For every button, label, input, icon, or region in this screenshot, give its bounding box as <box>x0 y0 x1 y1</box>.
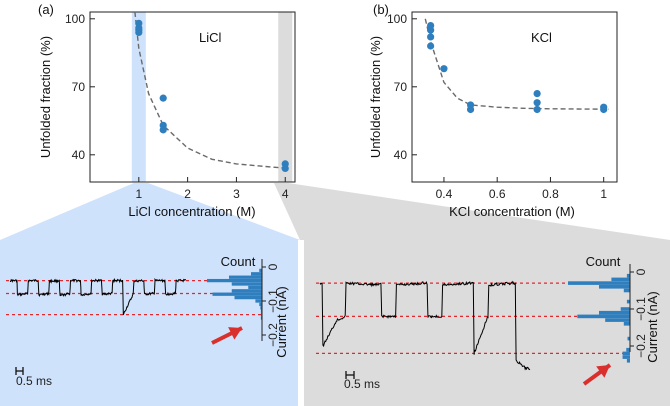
licl-hist-bar <box>260 306 262 310</box>
kcl-y-tick-label: 70 <box>394 80 408 94</box>
salt-label-kcl: KCl <box>531 30 552 45</box>
licl-hist-bar <box>248 285 262 290</box>
licl-x-tick-label: 1 <box>135 187 142 201</box>
licl-current-tick-label: −0.1 <box>266 289 280 313</box>
kcl-data-point <box>427 26 435 34</box>
kcl-data-point <box>427 42 435 50</box>
licl-data-point <box>281 164 289 172</box>
hist-title-licl: Count <box>221 254 256 269</box>
licl-x-tick-label: 3 <box>233 187 240 201</box>
kcl-x-tick-label: 0.6 <box>489 187 506 201</box>
kcl-data-point <box>533 90 541 98</box>
licl-hist-bar <box>207 278 262 283</box>
kcl-hist-bar <box>611 277 630 282</box>
licl-y-tick-label: 70 <box>72 80 86 94</box>
licl-hist-bar <box>260 316 262 320</box>
kcl-data-point <box>533 99 541 107</box>
kcl-current-tick-label: −0.2 <box>634 334 648 358</box>
licl-y-tick-label: 100 <box>65 12 85 26</box>
licl-hist-bar <box>260 309 262 313</box>
licl-current-tick-label: −0.2 <box>266 323 280 347</box>
kcl-y-tick-label: 100 <box>387 12 407 26</box>
licl-data-point <box>159 126 167 134</box>
kcl-x-tick-label: 0.4 <box>436 187 453 201</box>
x-axis-label-a: LiCl concentration (M) <box>128 204 255 219</box>
kcl-current-tick-label: −0.1 <box>634 297 648 321</box>
kcl-x-tick-label: 1 <box>600 187 607 201</box>
licl-data-point <box>159 94 167 102</box>
licl-hist-bar <box>255 299 262 303</box>
x-axis-label-b: KCl concentration (M) <box>449 204 575 219</box>
kcl-y-tick-label: 40 <box>394 148 408 162</box>
kcl-data-point <box>427 33 435 41</box>
licl-hist-bar <box>231 282 262 286</box>
scale-bar-label-kcl: 0.5 ms <box>344 377 380 391</box>
kcl-hist-bar <box>623 322 630 326</box>
kcl-current-trace: Count Current (nA) 0.5 ms 0 −0.1 −0.2 <box>316 254 660 391</box>
panel-label-b: (b) <box>373 2 389 17</box>
licl-trace-line <box>10 277 186 316</box>
licl-hist-bar <box>234 295 262 300</box>
kcl-fit-curve <box>424 18 610 110</box>
licl-x-tick-label: 4 <box>282 187 289 201</box>
licl-hist-bar <box>259 268 262 273</box>
kcl-data-point <box>533 105 541 114</box>
licl-y-tick-label: 40 <box>72 148 86 162</box>
kcl-hist-bar <box>626 347 630 352</box>
kcl-hist-bar <box>623 288 630 293</box>
kcl-trace-panel <box>304 240 670 406</box>
kcl-x-tick-label: 0.8 <box>542 187 559 201</box>
kcl-unfolded-fraction-chart: (b) KCl KCl concentration (M) Unfolded f… <box>368 2 618 219</box>
plot-b-frame <box>411 11 618 183</box>
licl-hist-bar <box>260 312 262 317</box>
kcl-hist-bar <box>577 314 630 319</box>
licl-highlight-band-1 <box>278 12 293 182</box>
kcl-hist-bar <box>626 359 630 363</box>
kcl-hist-bar <box>568 281 630 285</box>
kcl-hist-bar <box>627 336 630 341</box>
kcl-data-point <box>440 65 448 73</box>
licl-fit-curve <box>134 11 288 170</box>
kcl-arrow-head <box>596 365 610 378</box>
kcl-hist-bar <box>605 318 630 322</box>
licl-hist-bar <box>231 289 262 293</box>
kcl-zoom-connector <box>274 183 670 240</box>
y-axis-label-a: Unfolded fraction (%) <box>38 36 53 158</box>
licl-unfolded-fraction-chart: (a) LiCl LiCl concentration (M) Unfolded… <box>38 2 296 219</box>
licl-hist-bar <box>259 302 262 307</box>
licl-hist-bar <box>229 275 262 279</box>
licl-current-tick-label: 0 <box>266 263 280 270</box>
kcl-data-point <box>466 105 475 114</box>
plot-a-frame <box>89 11 296 183</box>
licl-hist-bar <box>251 272 262 276</box>
kcl-data-point <box>600 105 608 114</box>
current-axis-label-kcl: Current (nA) <box>645 291 660 363</box>
licl-highlight-band-0 <box>131 12 146 182</box>
licl-hist-bar <box>212 292 262 296</box>
kcl-hist-bar <box>599 310 630 315</box>
y-axis-label-b: Unfolded fraction (%) <box>368 36 383 158</box>
licl-arrow-head <box>228 327 242 340</box>
kcl-hist-bar <box>626 299 630 304</box>
kcl-current-tick-label: 0 <box>634 268 648 275</box>
licl-trace-panel <box>0 240 298 406</box>
kcl-hist-bar <box>622 355 630 359</box>
kcl-hist-bar <box>622 351 630 356</box>
licl-data-point <box>135 28 143 36</box>
licl-zoom-connector <box>0 183 300 240</box>
kcl-trace-line <box>319 280 531 371</box>
kcl-hist-bar <box>620 307 630 311</box>
kcl-hist-bar <box>626 273 630 278</box>
panel-label-a: (a) <box>38 2 54 17</box>
hist-title-kcl: Count <box>586 254 621 269</box>
kcl-hist-bar <box>599 285 630 289</box>
licl-current-trace: Count Current (nA) 0.5 ms 0 −0.1 −0.2 <box>6 254 289 388</box>
scale-bar-label-licl: 0.5 ms <box>16 374 52 388</box>
licl-x-tick-label: 2 <box>184 187 191 201</box>
current-axis-label-licl: Current (nA) <box>274 286 289 358</box>
salt-label-licl: LiCl <box>199 30 222 45</box>
